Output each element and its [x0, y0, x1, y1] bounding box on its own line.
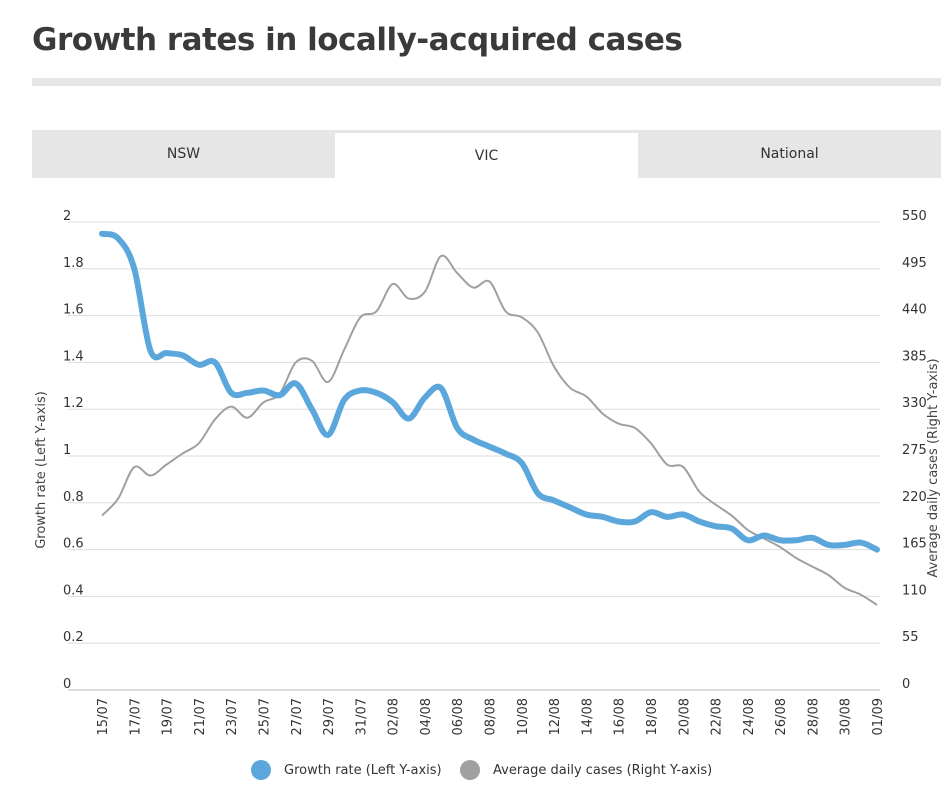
series-line-growth-rate — [99, 230, 880, 553]
y-tick-label-right: 550 — [902, 209, 927, 224]
y-tick-label-right: 495 — [902, 256, 927, 271]
y-tick-label-left: 0 — [63, 677, 71, 692]
y-tick-label-left: 0.6 — [63, 537, 84, 552]
x-tick-label: 30/08 — [839, 698, 854, 735]
y-tick-label-right: 220 — [902, 490, 927, 505]
x-tick-label: 12/08 — [548, 698, 563, 735]
x-tick-label: 15/07 — [96, 698, 111, 735]
tab-vic[interactable]: VIC — [335, 133, 638, 178]
x-tick-label: 02/08 — [387, 698, 402, 735]
x-tick-label: 18/08 — [645, 698, 660, 735]
legend-item-growth-rate[interactable]: Growth rate (Left Y-axis) — [251, 760, 442, 780]
x-tick-label: 19/07 — [161, 698, 176, 735]
legend-label-growth-rate: Growth rate (Left Y-axis) — [284, 762, 442, 778]
y-tick-label-right: 330 — [902, 396, 927, 411]
y-tick-label-left: 1.4 — [63, 349, 84, 364]
x-tick-label: 21/07 — [193, 698, 208, 735]
y-tick-label-left: 1.8 — [63, 256, 84, 271]
x-tick-label: 20/08 — [677, 698, 692, 735]
x-tick-label: 27/07 — [290, 698, 305, 735]
x-tick-label: 06/08 — [451, 698, 466, 735]
x-tick-label: 29/07 — [322, 698, 337, 735]
x-tick-label: 01/09 — [871, 698, 886, 735]
y-tick-label-left: 0.8 — [63, 490, 84, 505]
y-axis-title-right: Average daily cases (Right Y-axis) — [926, 358, 941, 577]
x-tick-label: 04/08 — [419, 698, 434, 735]
y-axis-title-left: Growth rate (Left Y-axis) — [34, 391, 49, 549]
x-tick-label: 08/08 — [484, 698, 499, 735]
legend-swatch-average-daily-cases — [460, 760, 480, 780]
x-tick-label: 16/08 — [613, 698, 628, 735]
legend-label-average-daily-cases: Average daily cases (Right Y-axis) — [493, 762, 713, 778]
y-tick-label-left: 1.6 — [63, 303, 84, 318]
x-tick-label: 24/08 — [742, 698, 757, 735]
y-tick-label-right: 110 — [902, 583, 927, 598]
x-tick-label: 25/07 — [257, 698, 272, 735]
y-tick-label-right: 165 — [902, 537, 927, 552]
x-tick-label: 17/07 — [128, 698, 143, 735]
legend-swatch-growth-rate — [251, 760, 271, 780]
chart-legend: Growth rate (Left Y-axis) Average daily … — [0, 760, 948, 796]
y-tick-label-left: 2 — [63, 209, 71, 224]
y-tick-label-right: 275 — [902, 443, 927, 458]
x-tick-label: 14/08 — [580, 698, 595, 735]
y-tick-label-left: 0.4 — [63, 583, 84, 598]
y-tick-label-right: 55 — [902, 630, 919, 645]
tab-national[interactable]: National — [760, 146, 819, 162]
x-tick-label: 31/07 — [354, 698, 369, 735]
y-tick-label-left: 0.2 — [63, 630, 84, 645]
x-tick-label: 22/08 — [710, 698, 725, 735]
y-tick-label-left: 1.2 — [63, 396, 84, 411]
series-line-average-daily-cases — [101, 254, 878, 606]
page-title: Growth rates in locally-acquired cases — [32, 22, 683, 58]
x-tick-label: 10/08 — [516, 698, 531, 735]
y-tick-label-right: 440 — [902, 303, 927, 318]
x-tick-label: 26/08 — [774, 698, 789, 735]
y-tick-label-right: 0 — [902, 677, 910, 692]
tab-nsw[interactable]: NSW — [166, 146, 201, 162]
y-tick-label-left: 1 — [63, 443, 71, 458]
growth-rate-chart: 0 0 0.2 55 0.4 110 0.6 165 0.8 220 1 275 1.2 330 1.4 38… — [34, 209, 941, 735]
x-tick-label: 23/07 — [225, 698, 240, 735]
title-divider — [32, 78, 941, 86]
y-tick-label-right: 385 — [902, 349, 927, 364]
legend-item-average-daily-cases[interactable]: Average daily cases (Right Y-axis) — [460, 760, 712, 780]
x-tick-label: 28/08 — [806, 698, 821, 735]
region-tabs: NSW VIC National — [32, 130, 941, 178]
